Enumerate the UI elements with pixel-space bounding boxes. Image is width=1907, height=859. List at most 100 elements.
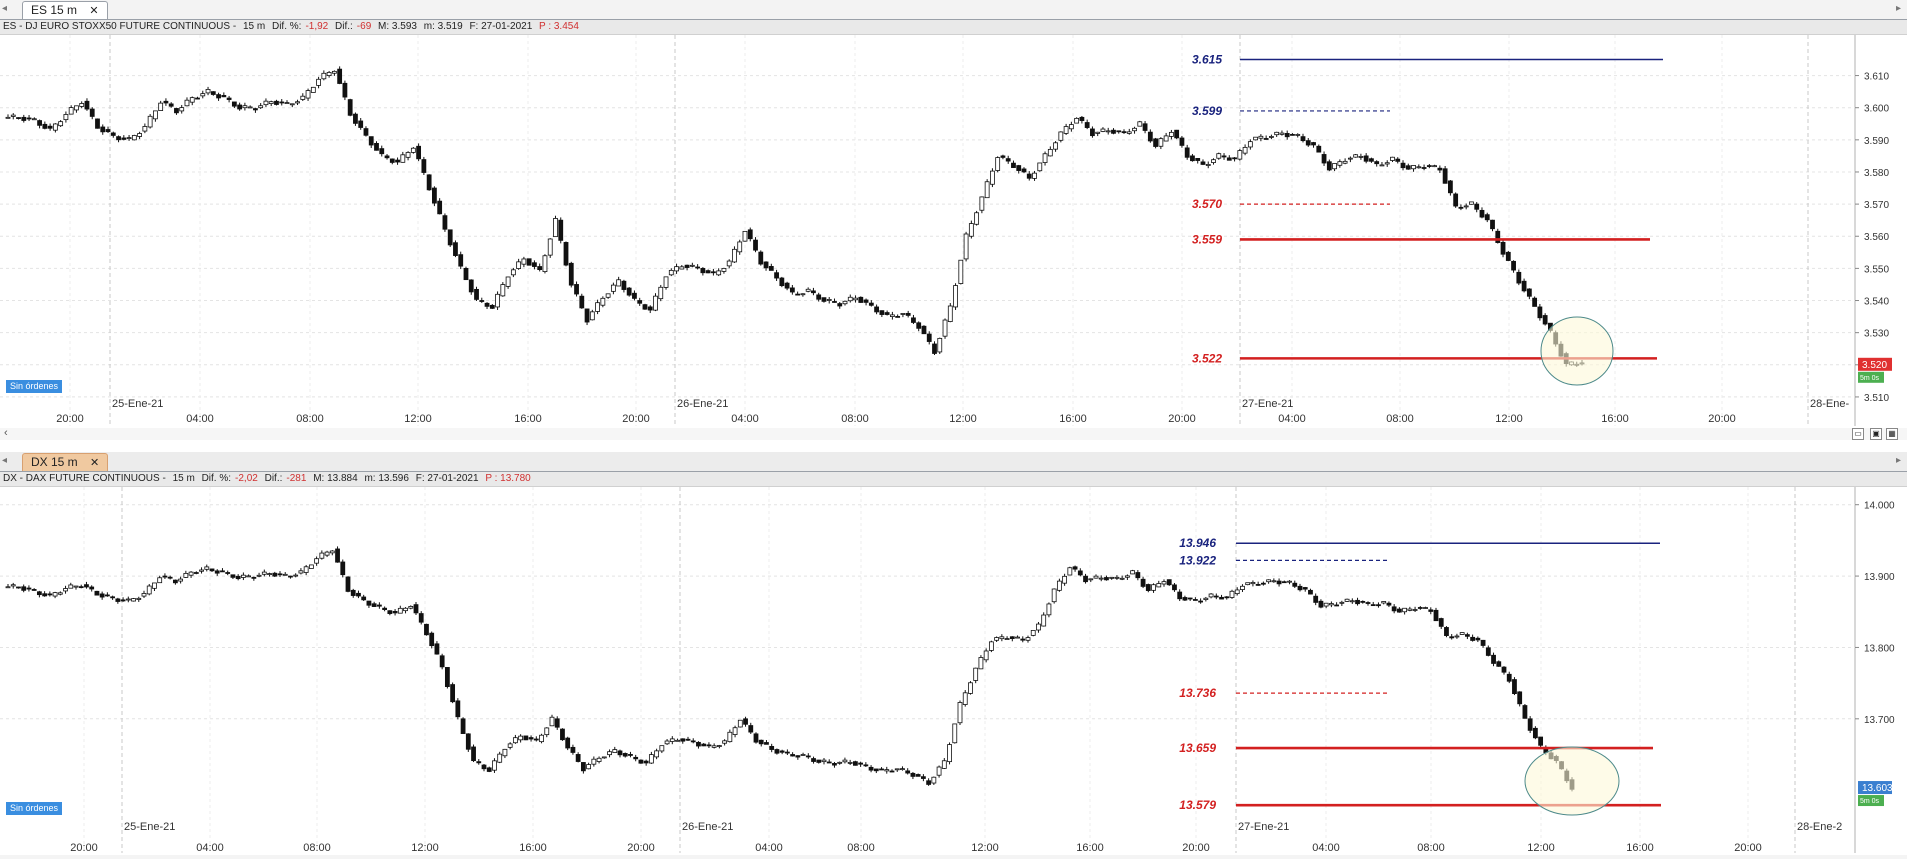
dx-chart[interactable]: 14.000 13.900 13.800 13.700 25-Ene-21 26-Ene-… [0, 487, 1907, 859]
collapse-left-icon[interactable]: ◂ [2, 455, 8, 466]
candle-body [468, 279, 474, 293]
tab-es[interactable]: ES 15 m ✕ [22, 1, 108, 19]
candle-body [1521, 280, 1527, 292]
date-label: 25-Ene-21 [124, 821, 175, 833]
candle-body [526, 258, 532, 266]
candle-body [121, 137, 127, 140]
candle-body [413, 604, 419, 614]
tab-es-close-icon[interactable]: ✕ [89, 5, 99, 17]
candle-body [284, 102, 290, 104]
candle-body [356, 592, 361, 597]
scroll-left-icon[interactable]: ‹ [4, 427, 8, 439]
candle-body [146, 585, 152, 595]
candle-body [1463, 205, 1469, 208]
date-label: 28-Ene- [1810, 398, 1849, 410]
date-label: 27-Ene-21 [1238, 821, 1289, 833]
tab-dx-close-icon[interactable]: ✕ [90, 457, 100, 469]
timer-label: 5m 0s [1860, 375, 1880, 382]
candle-body [200, 93, 206, 97]
collapse-right-icon[interactable]: ▸ [1896, 3, 1902, 14]
candle-body [1177, 591, 1183, 600]
time-label: 04:00 [186, 413, 214, 425]
sin-ordenes-badge-es[interactable]: Sin órdenes [6, 380, 63, 393]
candle-body [732, 248, 737, 263]
candle-body [1005, 158, 1011, 162]
level-label: 13.659 [1179, 741, 1216, 755]
candle-body [1224, 596, 1230, 599]
candle-body [633, 756, 639, 760]
candle-body [937, 337, 943, 353]
candle-body [486, 767, 492, 772]
candle-body [1500, 241, 1506, 255]
candle-body [1428, 609, 1434, 612]
save-icon[interactable]: ▣ [1870, 428, 1882, 440]
candle-body [376, 604, 382, 607]
price-tick-label: 13.700 [1864, 715, 1895, 726]
candle-body [654, 750, 660, 758]
candle-body [696, 741, 701, 747]
candle-body [141, 593, 147, 597]
time-label: 16:00 [1601, 413, 1629, 425]
candle-body [353, 113, 358, 124]
current-price-label: 13.603 [1862, 783, 1893, 794]
candle-body [764, 742, 769, 745]
candle-body [1400, 162, 1406, 169]
candle-body [251, 576, 257, 579]
level-label: 3.615 [1192, 52, 1222, 66]
candle-body [52, 123, 58, 131]
dif-pct-label: Dif. %: [271, 21, 302, 32]
timeframe: 15 m [172, 473, 195, 484]
candle-body [84, 100, 90, 110]
sin-ordenes-badge-dx[interactable]: Sin órdenes [6, 802, 63, 815]
candle-body [758, 739, 764, 745]
candle-body [1067, 567, 1073, 576]
candle-body [617, 750, 623, 756]
candle-body [874, 306, 879, 313]
candle-body [1051, 588, 1057, 603]
candle-body [167, 576, 173, 579]
candle-body [784, 751, 790, 754]
candle-body [1411, 165, 1416, 170]
es-chart[interactable]: 3.610 3.600 3.590 3.580 3.570 3.560 3.550 3.540… [0, 35, 1907, 426]
candle-body [512, 737, 518, 744]
candle-body [1480, 639, 1486, 646]
candle-body [1140, 578, 1146, 587]
tab-dx[interactable]: DX 15 m ✕ [22, 453, 109, 471]
candle-body [36, 591, 42, 596]
candle-body [811, 290, 816, 294]
settings-icon[interactable]: ▦ [1886, 428, 1898, 440]
candle-body [52, 592, 58, 597]
time-label: 04:00 [1278, 413, 1306, 425]
timeframe: 15 m [242, 21, 266, 32]
candle-body [21, 586, 27, 591]
candle-body [1221, 155, 1227, 158]
candle-body [995, 157, 1001, 171]
scrollbar-es[interactable]: ‹ ▭ ▣ ▦ [0, 427, 1907, 440]
candle-body [1365, 602, 1371, 604]
scale-button-icon[interactable]: ▭ [1852, 428, 1864, 440]
candle-body [73, 585, 79, 588]
candle-body [1532, 727, 1538, 739]
candle-body [563, 242, 569, 266]
candle-body [10, 114, 16, 117]
candle-body [1391, 606, 1397, 612]
candle-body [1093, 575, 1099, 579]
candle-body [1211, 159, 1216, 163]
candle-body [726, 260, 732, 267]
candle-body [853, 297, 858, 301]
candle-body [371, 603, 377, 607]
candle-body [1166, 579, 1172, 586]
dif-label: Dif.: [264, 473, 283, 484]
candle-body [1292, 582, 1298, 587]
candle-body [957, 702, 963, 724]
collapse-left-icon[interactable]: ◂ [2, 3, 8, 14]
candle-body [1423, 607, 1428, 609]
candle-body [852, 761, 858, 766]
candle-body [247, 106, 253, 109]
collapse-right-icon[interactable]: ▸ [1896, 455, 1902, 466]
candle-body [1405, 165, 1411, 170]
candle-body [596, 757, 602, 762]
time-label: 04:00 [1312, 842, 1340, 854]
candle-body [442, 215, 448, 230]
time-label: 08:00 [1386, 413, 1414, 425]
